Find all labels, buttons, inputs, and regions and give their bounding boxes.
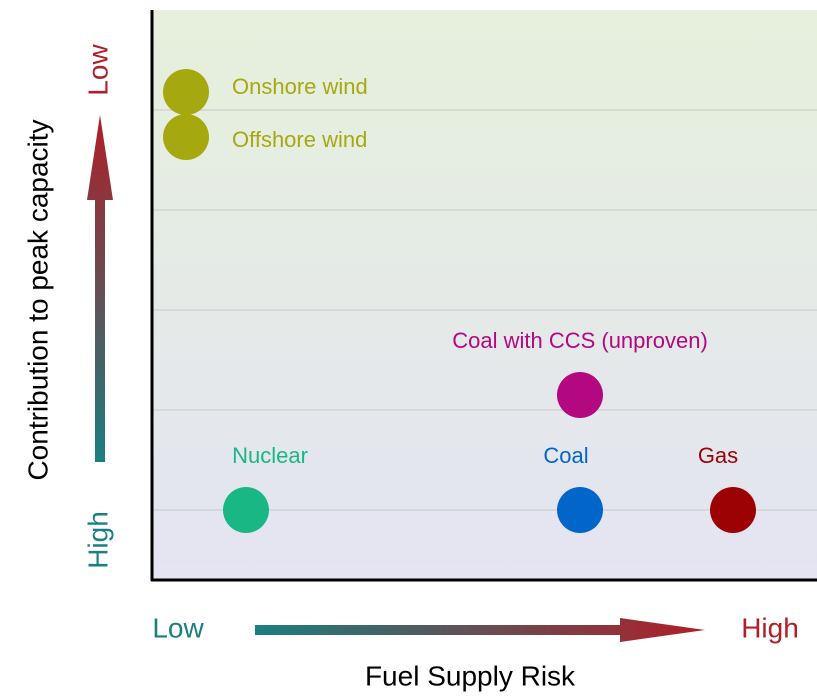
point-label: Offshore wind bbox=[232, 127, 367, 152]
y-high-label: High bbox=[82, 511, 113, 569]
point-label: Onshore wind bbox=[232, 74, 368, 99]
point-label: Nuclear bbox=[232, 443, 308, 468]
y-arrow bbox=[87, 115, 113, 462]
point-label: Coal with CCS (unproven) bbox=[452, 328, 708, 353]
point bbox=[557, 372, 603, 418]
x-arrow bbox=[255, 618, 705, 642]
y-low-label: Low bbox=[82, 44, 113, 96]
point bbox=[163, 114, 209, 160]
x-axis-title: Fuel Supply Risk bbox=[365, 660, 576, 691]
x-low-label: Low bbox=[152, 612, 204, 643]
plot-area bbox=[152, 10, 817, 580]
x-high-label: High bbox=[741, 612, 799, 643]
point-label: Coal bbox=[543, 443, 588, 468]
point bbox=[163, 69, 209, 115]
point bbox=[223, 487, 269, 533]
point-label: Gas bbox=[698, 443, 738, 468]
y-axis-title: Contribution to peak capacity bbox=[22, 119, 53, 480]
point bbox=[710, 487, 756, 533]
point bbox=[557, 487, 603, 533]
